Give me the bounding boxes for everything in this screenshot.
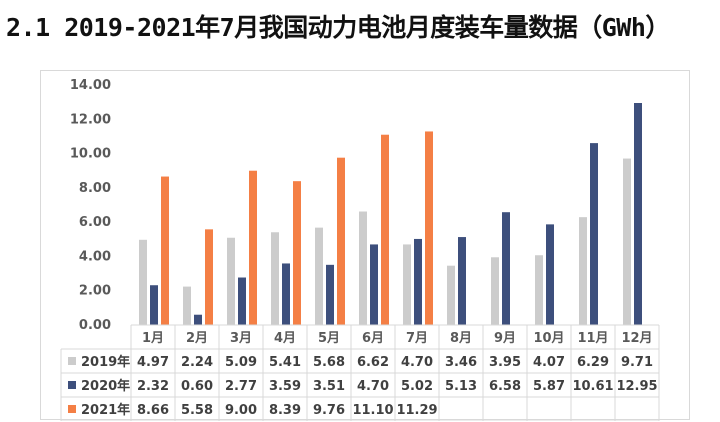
bar-2019-10 xyxy=(535,255,543,325)
x-tick-label: 6月 xyxy=(362,331,384,346)
data-label-2019: 6.29 xyxy=(577,355,609,370)
data-label-2020: 2.32 xyxy=(137,379,169,394)
bar-2020-8 xyxy=(458,237,466,325)
y-tick-label: 6.00 xyxy=(79,215,111,230)
x-tick-label: 4月 xyxy=(274,331,296,346)
data-label-2019: 6.62 xyxy=(357,355,389,370)
x-tick-label: 3月 xyxy=(230,331,252,346)
bar-2020-5 xyxy=(326,264,334,325)
page-title: 2.1 2019-2021年7月我国动力电池月度装车量数据（GWh） xyxy=(6,13,670,42)
bar-2020-11 xyxy=(590,143,598,325)
bar-2019-1 xyxy=(139,239,147,325)
data-label-2021: 8.66 xyxy=(137,403,169,418)
legend-label-2020: 2020年 xyxy=(81,378,130,394)
bar-2019-8 xyxy=(447,265,455,325)
data-label-2019: 4.07 xyxy=(533,355,565,370)
data-label-2019: 3.95 xyxy=(489,355,521,370)
x-tick-label: 7月 xyxy=(406,331,428,346)
bar-2021-6 xyxy=(381,134,389,325)
data-label-2020: 6.58 xyxy=(489,379,521,394)
data-label-2021: 9.00 xyxy=(225,403,257,418)
chart-card: 0.00 2.00 4.00 6.00 8.00 10.00 12.00 14.00 1月 2月 3… xyxy=(40,70,690,421)
bar-2021-4 xyxy=(293,181,301,325)
bar-2020-2 xyxy=(194,314,202,325)
bar-2019-3 xyxy=(227,237,235,325)
data-label-2019: 4.70 xyxy=(401,355,433,370)
y-tick-label: 10.00 xyxy=(70,147,111,162)
bar-2020-6 xyxy=(370,244,378,325)
legend-swatch-2020 xyxy=(68,381,76,389)
x-tick-label: 2月 xyxy=(186,331,208,346)
bar-2020-1 xyxy=(150,285,158,325)
bar-2020-9 xyxy=(502,212,510,325)
data-label-2019: 2.24 xyxy=(181,355,213,370)
bar-2020-3 xyxy=(238,277,246,325)
data-label-2020: 5.02 xyxy=(401,379,433,394)
data-label-2020: 10.61 xyxy=(572,379,613,394)
y-tick-label: 4.00 xyxy=(79,249,111,264)
bar-2020-4 xyxy=(282,263,290,325)
y-tick-label: 12.00 xyxy=(70,112,111,127)
x-tick-label: 9月 xyxy=(494,331,516,346)
x-tick-label: 1月 xyxy=(142,331,164,346)
data-label-2020: 4.70 xyxy=(357,379,389,394)
x-tick-label: 5月 xyxy=(318,331,340,346)
bar-2019-7 xyxy=(403,244,411,325)
data-label-2020: 0.60 xyxy=(181,379,213,394)
legend-swatch-2021 xyxy=(68,405,76,413)
bar-2019-4 xyxy=(271,232,279,325)
y-tick-label: 2.00 xyxy=(79,284,111,299)
bar-2019-6 xyxy=(359,211,367,325)
bar-2021-1 xyxy=(161,176,169,325)
data-label-2021: 11.10 xyxy=(352,403,393,418)
data-label-2021: 8.39 xyxy=(269,403,301,418)
data-label-2019: 5.41 xyxy=(269,355,301,370)
legend-swatch-2019 xyxy=(68,357,76,365)
data-label-2020: 5.87 xyxy=(533,379,565,394)
bar-2020-7 xyxy=(414,238,422,325)
data-label-2020: 12.95 xyxy=(616,379,657,394)
data-label-2021: 9.76 xyxy=(313,403,345,418)
bar-2020-10 xyxy=(546,224,554,325)
data-label-2021: 11.29 xyxy=(396,403,437,418)
data-label-2019: 4.97 xyxy=(137,355,169,370)
x-tick-label: 8月 xyxy=(450,331,472,346)
y-tick-label: 14.00 xyxy=(70,78,111,93)
data-label-2021: 5.58 xyxy=(181,403,213,418)
data-label-2020: 5.13 xyxy=(445,379,477,394)
x-tick-label: 11月 xyxy=(577,331,608,346)
data-label-2019: 9.71 xyxy=(621,355,653,370)
legend-label-2019: 2019年 xyxy=(81,354,130,370)
data-label-2019: 5.68 xyxy=(313,355,345,370)
data-label-2019: 5.09 xyxy=(225,355,257,370)
bar-2021-2 xyxy=(205,229,213,325)
x-tick-label: 12月 xyxy=(621,331,652,346)
bar-2021-5 xyxy=(337,157,345,325)
bar-2019-9 xyxy=(491,257,499,325)
data-label-2019: 3.46 xyxy=(445,355,477,370)
legend-label-2021: 2021年 xyxy=(81,402,130,418)
bar-2019-2 xyxy=(183,286,191,325)
bar-2020-12 xyxy=(634,103,642,325)
data-label-2020: 3.51 xyxy=(313,379,345,394)
data-label-2020: 2.77 xyxy=(225,379,257,394)
bar-2019-5 xyxy=(315,227,323,325)
x-tick-label: 10月 xyxy=(533,331,564,346)
bar-chart: 0.00 2.00 4.00 6.00 8.00 10.00 12.00 14.00 1月 2月 3… xyxy=(60,78,660,421)
bar-2019-12 xyxy=(623,158,631,325)
y-tick-label: 8.00 xyxy=(79,181,111,196)
bar-2019-11 xyxy=(579,217,587,325)
bar-2021-3 xyxy=(249,170,257,325)
data-label-2020: 3.59 xyxy=(269,379,301,394)
bar-2021-7 xyxy=(425,131,433,325)
y-tick-label: 0.00 xyxy=(79,318,111,333)
